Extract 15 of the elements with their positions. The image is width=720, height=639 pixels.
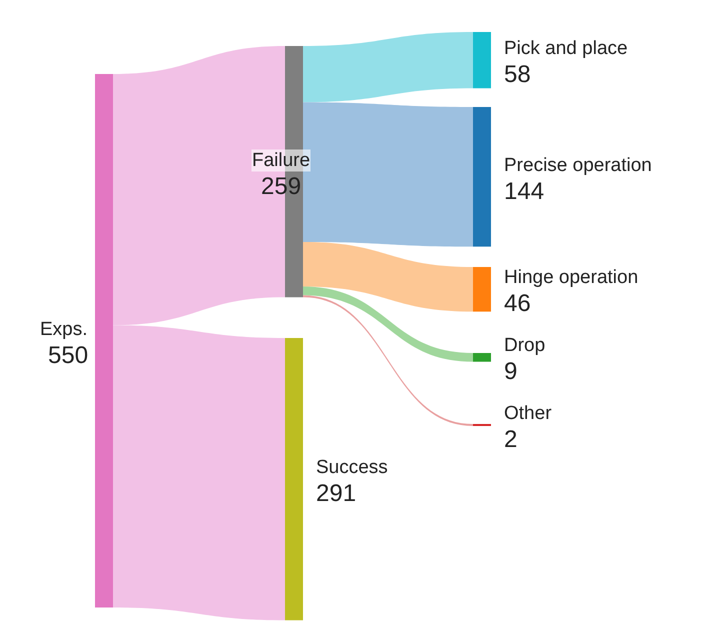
category-label: Exps. [40,319,88,340]
category-label: Precise operation [504,155,652,176]
data-label: 291 [316,480,356,507]
category-label: Failure [252,150,310,171]
category-label: Other [504,403,552,424]
category-label: Success [316,457,388,478]
category-label: Pick and place [504,38,628,59]
data-label: 144 [504,178,544,205]
data-label: 2 [504,426,518,453]
data-label: 9 [504,358,518,385]
category-label: Drop [504,335,546,356]
category-label: Hinge operation [504,267,638,288]
data-label: 58 [504,61,531,88]
data-label: 46 [504,290,531,317]
data-label: 550 [48,342,88,369]
